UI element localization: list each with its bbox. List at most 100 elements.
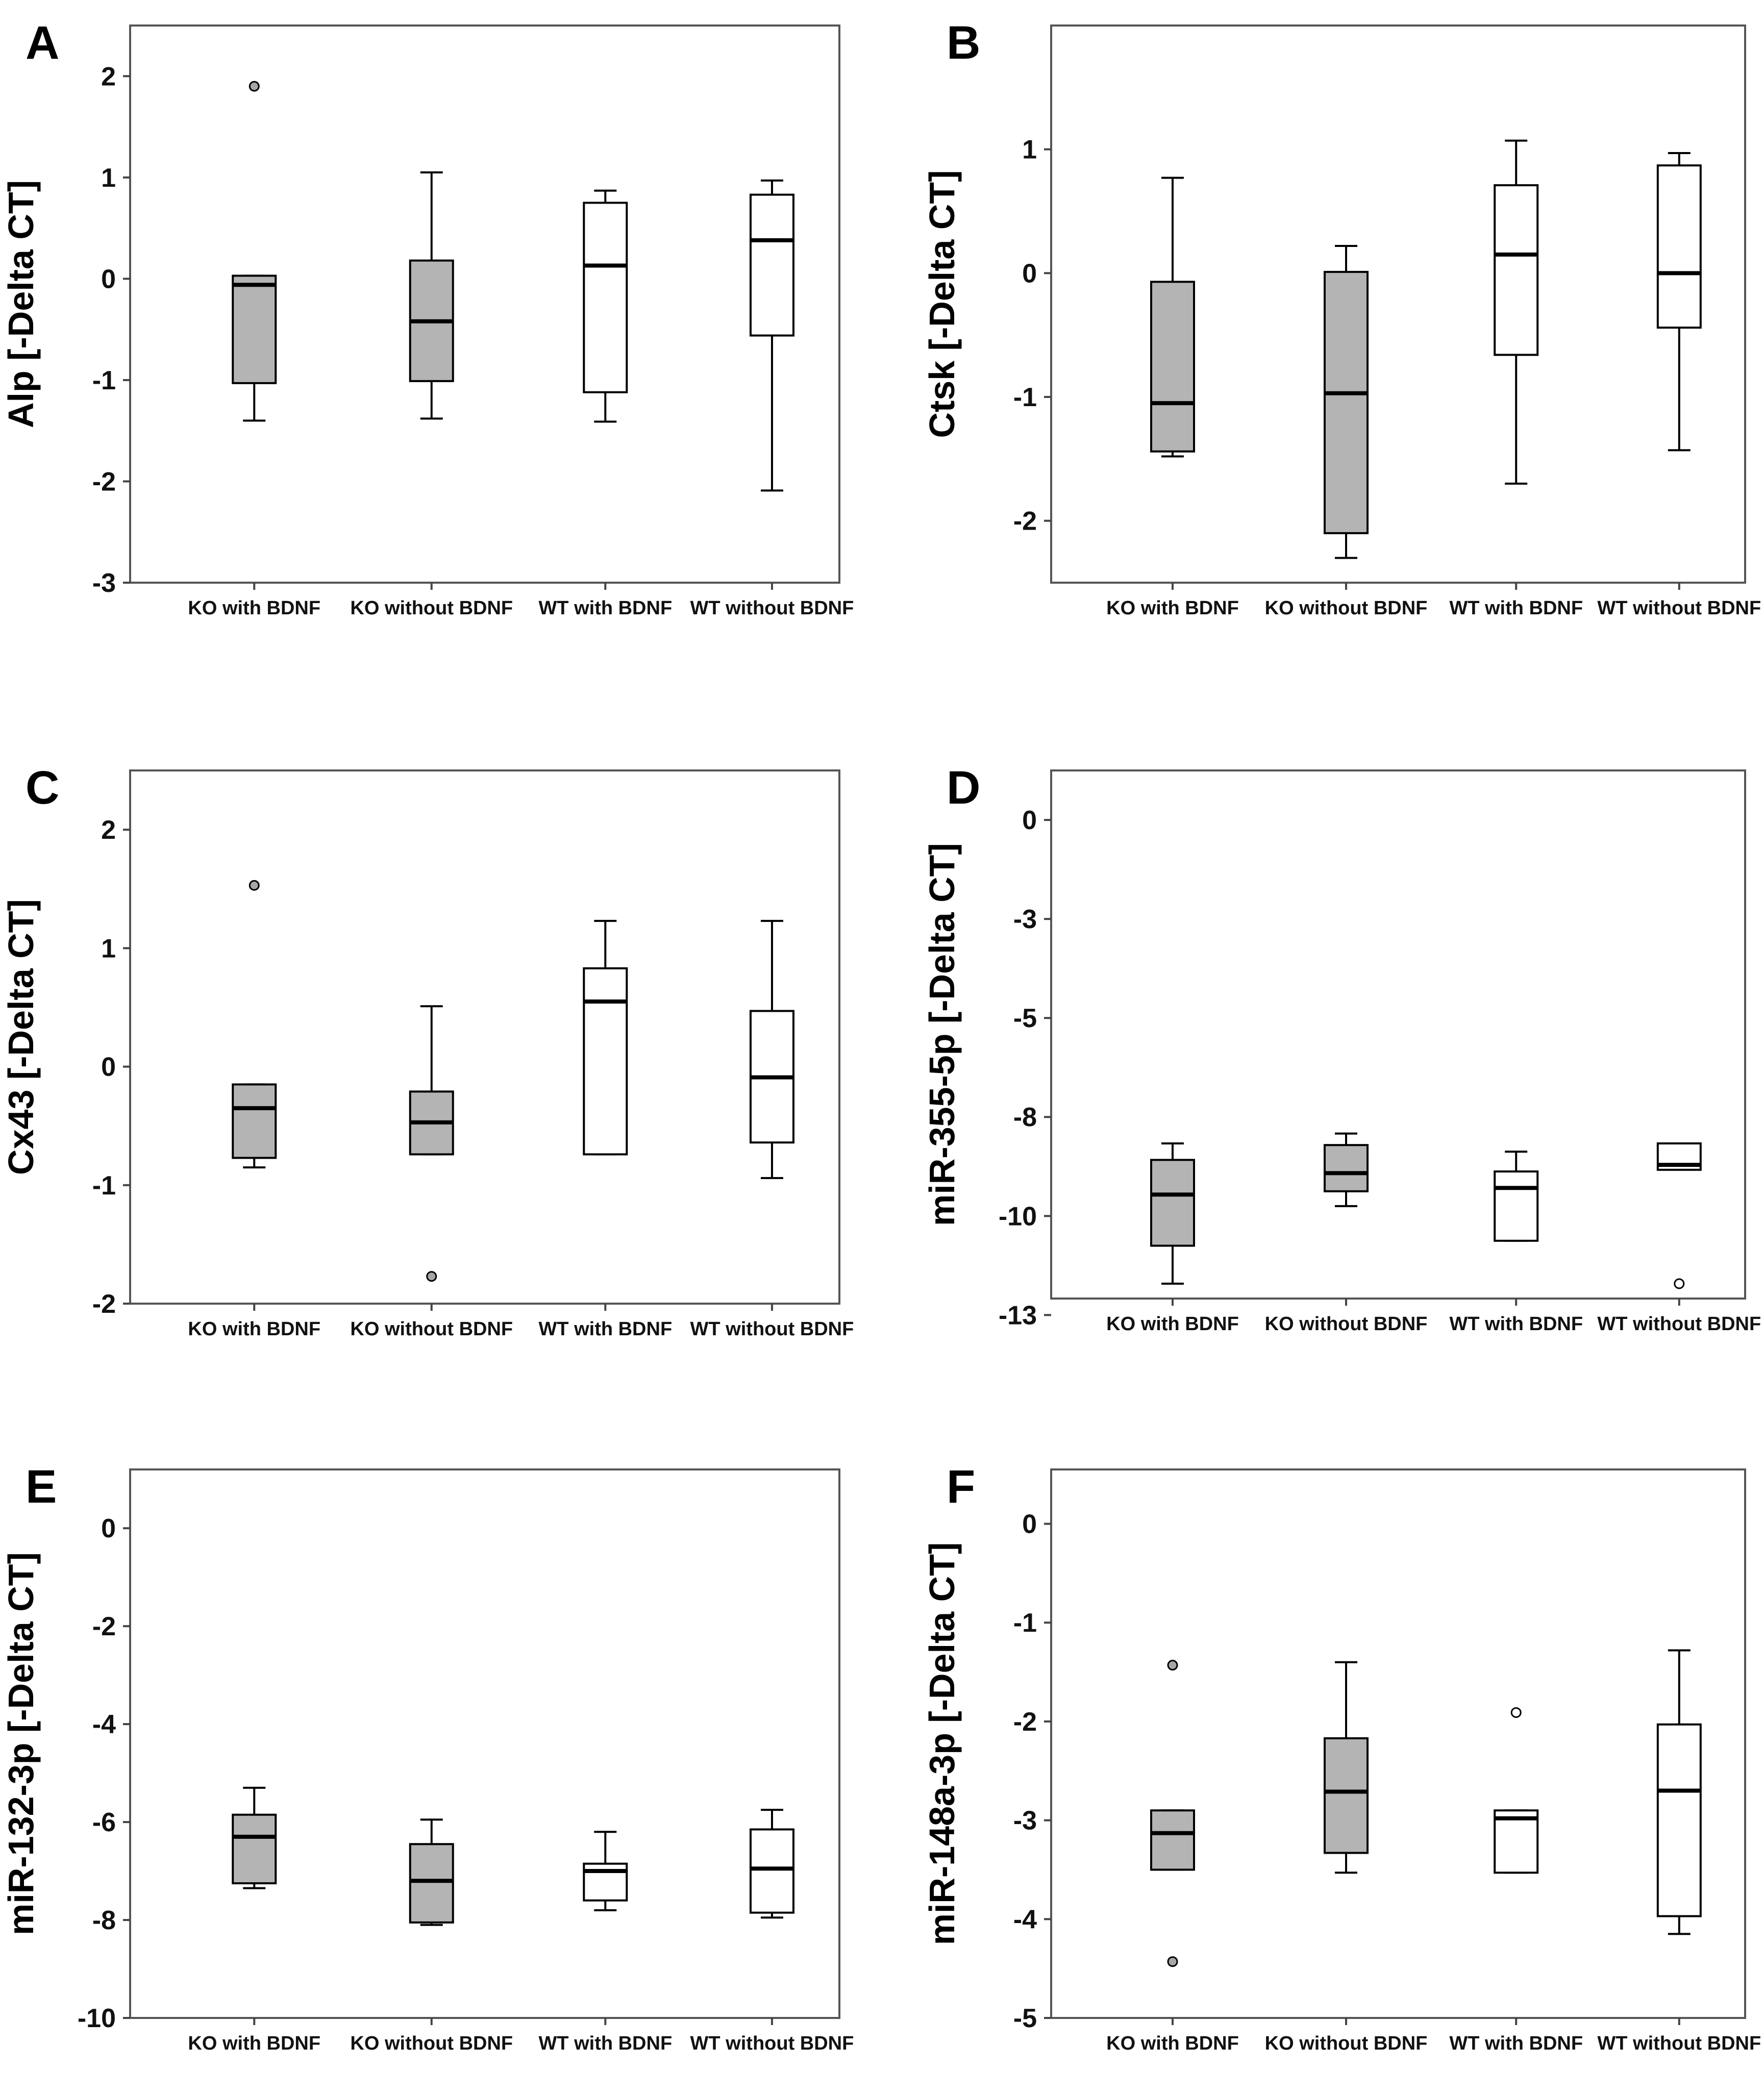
iqr-box bbox=[583, 967, 628, 1156]
box-1 bbox=[1150, 1142, 1195, 1285]
x-tick-label: WT without BDNF bbox=[1597, 2033, 1761, 2054]
y-tick-label: -1 bbox=[1013, 1608, 1037, 1638]
panel-letter: F bbox=[947, 1461, 975, 1513]
box-2 bbox=[1324, 244, 1369, 559]
outlier-point bbox=[426, 1271, 437, 1282]
x-tick-label: WT with BDNF bbox=[1449, 597, 1583, 619]
y-tick-label: 0 bbox=[1022, 1510, 1037, 1539]
iqr-box bbox=[1494, 1170, 1539, 1242]
box-4 bbox=[749, 1809, 794, 1919]
x-tick-label: WT with BDNF bbox=[538, 1318, 672, 1340]
box-2 bbox=[409, 171, 454, 420]
box-4 bbox=[749, 919, 794, 1179]
panel-letter: B bbox=[947, 17, 980, 69]
iqr-box bbox=[1656, 1723, 1702, 1917]
x-tick-label: WT without BDNF bbox=[690, 2033, 854, 2054]
x-tick-label: KO without BDNF bbox=[350, 597, 513, 619]
box-2 bbox=[409, 1818, 454, 1926]
outlier-point bbox=[1510, 1707, 1522, 1718]
y-axis-title: Ctsk [-Delta CT] bbox=[922, 170, 962, 438]
box-3 bbox=[583, 919, 628, 1156]
x-tick-label: KO with BDNF bbox=[188, 1318, 320, 1340]
y-axis-title: miR-148a-3p [-Delta CT] bbox=[922, 1542, 962, 1946]
y-tick-label: -13 bbox=[999, 1301, 1037, 1330]
y-tick-label: -2 bbox=[1013, 507, 1037, 536]
panel-a: A Alp [-Delta CT] 2 1 0 -1 -2 -3 KO with BDNF KO … bbox=[1, 17, 854, 619]
outlier-point bbox=[249, 81, 260, 92]
y-tick-label: 0 bbox=[101, 1053, 116, 1082]
y-tick-label: -2 bbox=[92, 467, 116, 496]
iqr-box bbox=[1324, 1144, 1369, 1192]
y-tick-label: 1 bbox=[101, 934, 116, 963]
panel-letter: D bbox=[947, 762, 980, 814]
y-tick-label: -4 bbox=[1013, 1905, 1037, 1934]
y-tick-label: 1 bbox=[101, 163, 116, 193]
iqr-box bbox=[409, 1843, 454, 1924]
iqr-box bbox=[749, 193, 794, 337]
panel-c: C Cx43 [-Delta CT] 2 1 0 -1 -2 KO with BDNF KO w… bbox=[1, 762, 854, 1340]
y-tick-label: -5 bbox=[1013, 2004, 1037, 2033]
x-tick-label: WT with BDNF bbox=[1449, 1313, 1583, 1335]
box-1 bbox=[232, 880, 277, 1168]
panel-letter: C bbox=[26, 762, 59, 814]
x-tick-label: KO without BDNF bbox=[1265, 2033, 1428, 2054]
iqr-box bbox=[1324, 1737, 1369, 1854]
x-tick-label: WT without BDNF bbox=[690, 1318, 854, 1340]
box-3 bbox=[583, 1831, 628, 1911]
box-3 bbox=[583, 189, 628, 423]
y-tick-label: 0 bbox=[1022, 806, 1037, 835]
box-4 bbox=[1656, 1142, 1702, 1289]
y-tick-label: -4 bbox=[92, 1710, 116, 1739]
y-tick-label: 0 bbox=[1022, 259, 1037, 288]
box-2 bbox=[409, 1005, 454, 1282]
outlier-point bbox=[1167, 1660, 1178, 1671]
iqr-box bbox=[1150, 281, 1195, 453]
plot-frame bbox=[129, 1468, 840, 2019]
x-tick-label: KO without BDNF bbox=[350, 1318, 513, 1340]
x-tick-label: WT with BDNF bbox=[538, 597, 672, 619]
box-2 bbox=[1324, 1661, 1369, 1874]
y-tick-label: -10 bbox=[78, 2004, 116, 2033]
y-tick-label: -2 bbox=[1013, 1707, 1037, 1737]
iqr-box bbox=[749, 1828, 794, 1914]
outlier-point bbox=[1674, 1278, 1685, 1289]
x-tick-label: WT with BDNF bbox=[1449, 2033, 1583, 2054]
y-tick-label: -3 bbox=[1013, 1806, 1037, 1836]
y-tick-label: -1 bbox=[92, 366, 116, 395]
iqr-box bbox=[1150, 1159, 1195, 1247]
box-3 bbox=[1494, 1707, 1539, 1874]
box-2 bbox=[1324, 1132, 1369, 1207]
plot-frame bbox=[129, 769, 840, 1305]
y-tick-label: -2 bbox=[92, 1612, 116, 1641]
y-axis-title: miR-132-3p [-Delta CT] bbox=[1, 1552, 41, 1935]
x-tick-label: KO with BDNF bbox=[1106, 2033, 1239, 2054]
y-tick-label: 0 bbox=[101, 1514, 116, 1543]
box-1 bbox=[232, 1786, 277, 1889]
box-4 bbox=[1656, 152, 1702, 452]
plot-frame bbox=[1050, 1468, 1746, 2019]
iqr-box bbox=[1494, 1809, 1539, 1874]
box-3 bbox=[1494, 1151, 1539, 1242]
y-tick-label: -10 bbox=[999, 1202, 1037, 1231]
y-tick-label: -2 bbox=[92, 1289, 116, 1319]
panel-letter: E bbox=[26, 1461, 57, 1513]
y-axis-title: miR-355-5p [-Delta CT] bbox=[922, 843, 962, 1226]
iqr-box bbox=[232, 1083, 277, 1159]
x-tick-label: WT without BDNF bbox=[1597, 1313, 1761, 1335]
x-tick-label: KO with BDNF bbox=[188, 597, 320, 619]
iqr-box bbox=[1150, 1809, 1195, 1871]
box-1 bbox=[232, 81, 277, 422]
iqr-box bbox=[232, 1813, 277, 1885]
panel-b: B Ctsk [-Delta CT] 1 0 -1 -2 KO with BDNF KO wi… bbox=[922, 17, 1761, 619]
y-tick-label: -8 bbox=[92, 1906, 116, 1935]
y-tick-label: -1 bbox=[92, 1171, 116, 1201]
x-tick-label: KO with BDNF bbox=[1106, 1313, 1239, 1335]
x-tick-label: KO with BDNF bbox=[1106, 597, 1239, 619]
y-axis-title: Alp [-Delta CT] bbox=[1, 180, 41, 428]
iqr-box bbox=[1494, 184, 1539, 356]
iqr-box bbox=[1656, 164, 1702, 329]
